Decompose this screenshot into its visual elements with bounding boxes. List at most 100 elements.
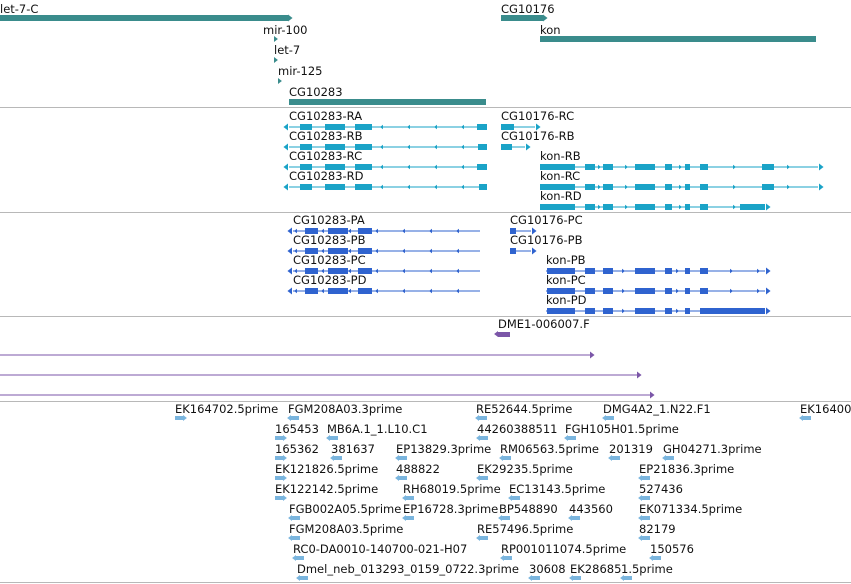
strand-arrow[interactable] [402,288,405,294]
est-block[interactable] [532,576,540,580]
est-label[interactable]: 165453 [275,422,319,436]
exon-block[interactable] [328,228,348,234]
est-arrow[interactable] [402,515,406,521]
exon-block[interactable] [358,288,372,294]
exon-block[interactable] [300,184,312,190]
exon-block[interactable] [603,204,613,210]
est-block[interactable] [399,456,407,460]
strand-arrow[interactable] [461,144,464,150]
strand-arrow[interactable] [622,288,625,294]
strand-arrow[interactable] [733,204,736,210]
strand-arrow[interactable] [375,268,378,274]
gene-label[interactable]: let-7 [274,43,301,57]
strand-arrow[interactable] [456,248,459,254]
gene-bar[interactable] [540,36,816,42]
strand-arrow[interactable] [380,144,383,150]
est-arrow[interactable] [183,415,187,421]
alignment-arrow[interactable] [637,371,642,379]
est-label[interactable]: 150576 [650,542,694,556]
exon-block[interactable] [547,288,575,294]
exon-block[interactable] [762,164,774,170]
est-label[interactable]: EK16400 [800,402,851,416]
protein-label[interactable]: CG10283-PA [293,213,365,227]
est-label[interactable]: BP548890 [499,502,558,516]
strand-arrow[interactable] [321,268,324,274]
alignment-block[interactable] [498,332,510,337]
exon-block[interactable] [685,184,690,190]
gene-label[interactable]: kon [540,23,561,37]
est-block[interactable] [406,516,414,520]
strand-arrow[interactable] [402,248,405,254]
est-arrow[interactable] [476,475,480,481]
est-block[interactable] [291,416,299,420]
exon-block[interactable] [665,184,672,190]
est-block[interactable] [480,476,488,480]
exon-block[interactable] [328,288,348,294]
exon-block[interactable] [501,144,512,150]
est-block[interactable] [642,536,650,540]
exon-block[interactable] [603,288,613,294]
strand-arrow[interactable] [402,228,405,234]
est-arrow[interactable] [568,515,572,521]
exon-block[interactable] [635,164,655,170]
exon-block[interactable] [700,268,708,274]
est-block[interactable] [480,536,488,540]
est-label[interactable]: EP13829.3prime [396,442,492,456]
transcript-label[interactable]: kon-RB [540,149,581,163]
exon-block[interactable] [603,164,613,170]
strand-arrow[interactable] [429,288,432,294]
strand-arrow[interactable] [622,268,625,274]
exon-block[interactable] [501,124,514,130]
strand-arrow[interactable] [434,164,437,170]
est-label[interactable]: FGM208A03.3prime [288,402,403,416]
est-block[interactable] [568,436,576,440]
est-arrow[interactable] [475,415,479,421]
est-block[interactable] [275,496,283,500]
est-arrow[interactable] [638,495,642,501]
strand-arrow[interactable] [380,124,383,130]
est-label[interactable]: RH68019.5prime [403,482,501,496]
est-label[interactable]: EK164702.5prime [175,402,279,416]
exon-block[interactable] [305,228,318,234]
exon-block[interactable] [305,248,318,254]
est-block[interactable] [503,456,511,460]
exon-block[interactable] [477,164,487,170]
est-block[interactable] [642,476,650,480]
est-label[interactable]: 30608 [529,562,566,576]
gene-arrow[interactable] [543,14,548,22]
est-label[interactable]: EK071334.5prime [639,502,743,516]
exon-block[interactable] [325,144,345,150]
strand-arrow[interactable] [287,287,292,295]
est-label[interactable]: EP21836.3prime [639,462,735,476]
exon-block[interactable] [510,228,516,234]
est-block[interactable] [275,456,283,460]
exon-block[interactable] [479,184,487,190]
strand-arrow[interactable] [287,227,292,235]
est-arrow[interactable] [296,575,300,581]
est-label[interactable]: 443560 [569,502,613,516]
exon-block[interactable] [325,124,345,130]
est-label[interactable]: RP001011074.5prime [501,542,627,556]
exon-block[interactable] [603,268,613,274]
est-block[interactable] [642,496,650,500]
exon-block[interactable] [635,184,655,190]
strand-arrow[interactable] [429,248,432,254]
est-label[interactable]: 165362 [275,442,319,456]
exon-block[interactable] [540,204,575,210]
strand-arrow[interactable] [294,248,297,254]
est-label[interactable]: 488822 [396,462,440,476]
exon-block[interactable] [325,164,345,170]
strand-arrow[interactable] [434,144,437,150]
strand-arrow[interactable] [321,248,324,254]
exon-block[interactable] [665,164,672,170]
protein-label[interactable]: CG10176-PC [510,213,583,227]
strand-arrow[interactable] [287,267,292,275]
strand-arrow[interactable] [787,164,790,170]
est-arrow[interactable] [283,475,287,481]
est-arrow[interactable] [662,455,666,461]
exon-block[interactable] [585,184,595,190]
exon-block[interactable] [665,288,672,294]
est-block[interactable] [642,516,650,520]
strand-arrow[interactable] [625,204,628,210]
gene-arrow[interactable] [278,78,282,84]
